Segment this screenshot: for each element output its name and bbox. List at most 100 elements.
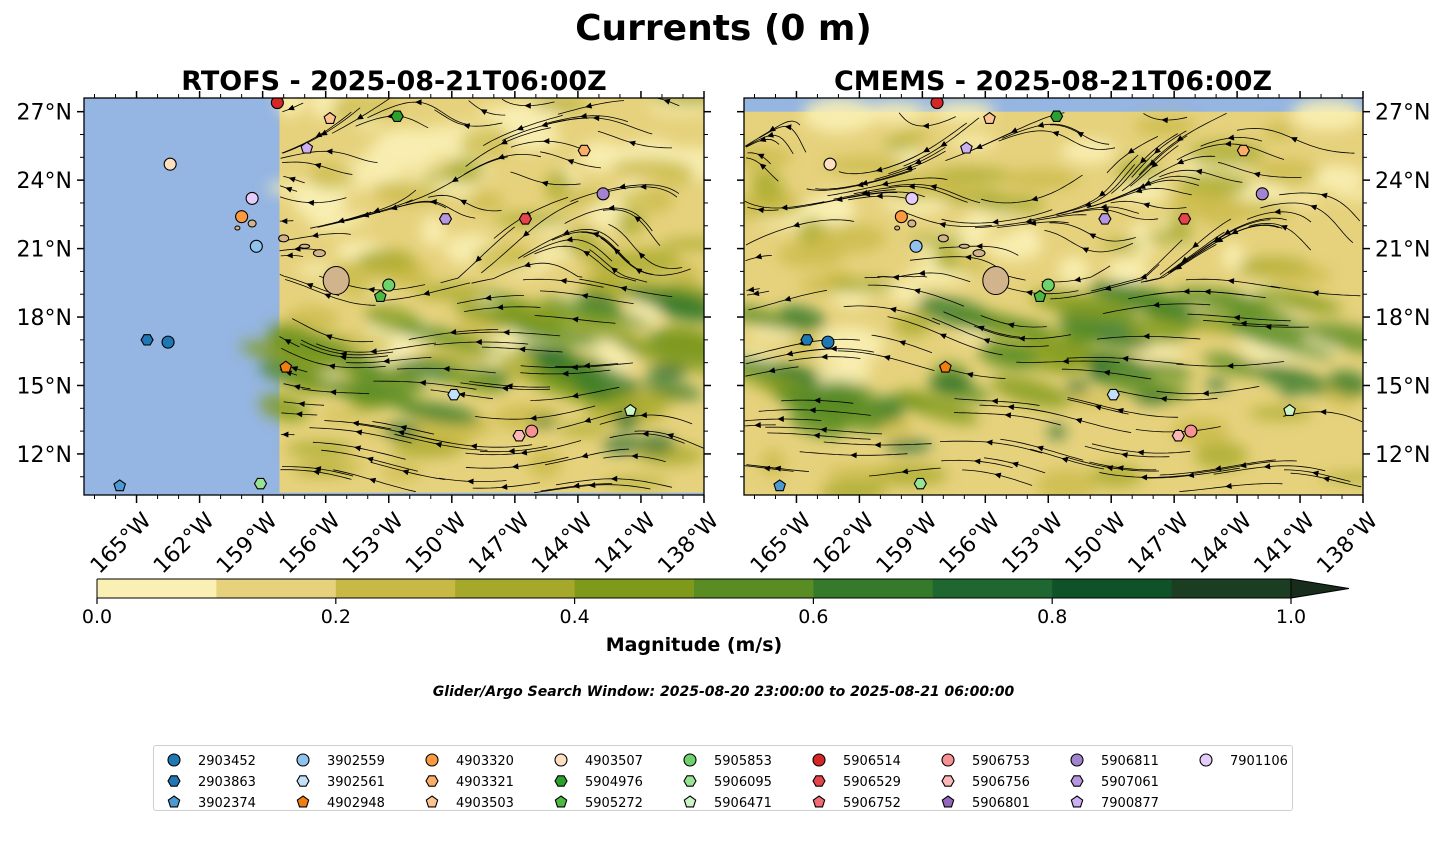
legend-label: 4902948 [327, 796, 385, 811]
lon-tick-label: 162°W [149, 508, 220, 579]
legend-label: 3902561 [327, 775, 385, 790]
legend-marker-5906514 [812, 753, 826, 767]
lon-tick-label: 141°W [1250, 508, 1321, 579]
float-2903452-marker [821, 335, 835, 349]
float-3902374-marker [773, 479, 787, 492]
colorbar-segment [1052, 579, 1173, 598]
lat-tick-label: 27°N [17, 101, 72, 126]
lon-tick-label: 147°W [1124, 508, 1195, 579]
lon-tick-label: 141°W [590, 508, 661, 579]
lon-tick-label: 153°W [338, 508, 409, 579]
colorbar-segment [1171, 579, 1292, 598]
float-2903863-marker [800, 334, 814, 346]
legend-marker-5906752 [812, 795, 826, 808]
colorbar-segment [216, 579, 337, 598]
colorbar-segment [455, 579, 576, 598]
float-7900877-marker [300, 141, 314, 154]
float-5904976-marker [1049, 110, 1064, 122]
float-4903321-marker [577, 144, 591, 157]
legend-label: 4903320 [456, 754, 514, 769]
legend-label: 2903863 [198, 775, 256, 790]
float-5906753-marker [525, 424, 539, 438]
float-2903863-marker [140, 334, 154, 346]
float-4903503-marker [323, 111, 337, 124]
colorbar-tick-label: 0.0 [82, 606, 112, 628]
legend-marker-7901106 [1199, 753, 1213, 767]
lon-tick-label: 150°W [401, 508, 472, 579]
legend-marker-5905272 [554, 795, 568, 808]
legend-marker-3902559 [296, 753, 310, 767]
float-5904976-marker [390, 110, 404, 122]
rtofs-map-panel: 165°W162°W159°W156°W153°W150°W147°W144°W… [17, 66, 725, 579]
hawaii-islands [234, 219, 350, 296]
lat-tick-label: 18°N [1375, 306, 1430, 331]
legend-marker-5906811 [1070, 753, 1084, 767]
lat-tick-label: 12°N [17, 443, 72, 468]
float-4903507-marker [163, 157, 177, 171]
lon-tick-label: 165°W [86, 508, 157, 579]
colorbar-segment [932, 579, 1053, 598]
legend-marker-3902561 [296, 775, 310, 787]
colorbar-tick-label: 0.4 [559, 606, 589, 628]
lat-tick-label: 24°N [17, 169, 72, 194]
lat-tick-label: 15°N [17, 374, 72, 399]
legend-label: 5905272 [585, 796, 643, 811]
lon-tick-label: 138°W [1312, 508, 1383, 579]
figure-title: Currents (0 m) [575, 8, 872, 49]
legend-label: 4903507 [585, 754, 643, 769]
float-4902948-marker [939, 360, 952, 373]
lon-tick-label: 159°W [212, 508, 283, 579]
lat-tick-label: 21°N [17, 238, 72, 263]
float-7901106-marker [245, 191, 259, 205]
float-7901106-marker [905, 191, 919, 205]
lon-tick-label: 165°W [746, 508, 817, 579]
float-5906529-marker [518, 213, 533, 225]
float-5905272-marker [373, 289, 387, 302]
float-2903452-marker [161, 335, 175, 349]
legend-marker-5906801 [941, 795, 955, 808]
lon-tick-label: 156°W [275, 508, 346, 579]
legend-marker-5904976 [554, 775, 568, 787]
float-3902561-marker [1106, 388, 1120, 401]
panel-title-cmems: CMEMS - 2025-08-21T06:00Z [834, 66, 1272, 97]
legend-marker-4903503 [425, 795, 439, 808]
colorbar-segment [574, 579, 695, 598]
float-5905853-marker [382, 278, 396, 292]
float-5905272-marker [1033, 289, 1047, 302]
float-5907061-marker [1098, 213, 1112, 225]
legend-label: 5906529 [843, 775, 901, 790]
map-frame [83, 97, 705, 496]
cmems-map-panel: 165°W162°W159°W156°W153°W150°W147°W144°W… [737, 66, 1430, 579]
lat-tick-label: 27°N [1375, 101, 1430, 126]
float-5905853-marker [1041, 278, 1055, 292]
colorbar-segment [335, 579, 456, 598]
float-5906095-marker [253, 477, 268, 490]
lon-tick-label: 159°W [872, 508, 943, 579]
legend-marker-4903321 [425, 775, 439, 787]
legend-label: 5906811 [1101, 754, 1159, 769]
lon-tick-label: 162°W [809, 508, 880, 579]
colorbar-tick-label: 0.2 [321, 606, 351, 628]
colorbar-tick-label: 0.8 [1037, 606, 1067, 628]
lon-tick-label: 138°W [653, 508, 724, 579]
float-3902559-marker [249, 239, 263, 253]
lon-tick-label: 153°W [998, 508, 1069, 579]
float-5906514-marker [270, 98, 284, 110]
lat-tick-label: 18°N [17, 306, 72, 331]
hawaii-islands [894, 219, 1010, 296]
legend-marker-5906753 [941, 753, 955, 767]
float-5906753-marker [1184, 424, 1198, 438]
current-magnitude-field [744, 98, 1363, 495]
lon-tick-label: 144°W [1187, 508, 1258, 579]
colorbar-tick-label: 1.0 [1276, 606, 1306, 628]
legend-label: 3902374 [198, 796, 256, 811]
legend-label: 5906752 [843, 796, 901, 811]
legend-label: 4903321 [456, 775, 514, 790]
lon-tick-label: 156°W [935, 508, 1006, 579]
search-window-caption: Glider/Argo Search Window: 2025-08-20 23… [432, 684, 1015, 700]
legend-marker-5906756 [941, 775, 955, 787]
legend-marker-5906529 [812, 775, 826, 787]
float-legend: 2903452 2903863 3902374 3902559 3902561 49029… [153, 745, 1293, 811]
legend-label: 5904976 [585, 775, 643, 790]
